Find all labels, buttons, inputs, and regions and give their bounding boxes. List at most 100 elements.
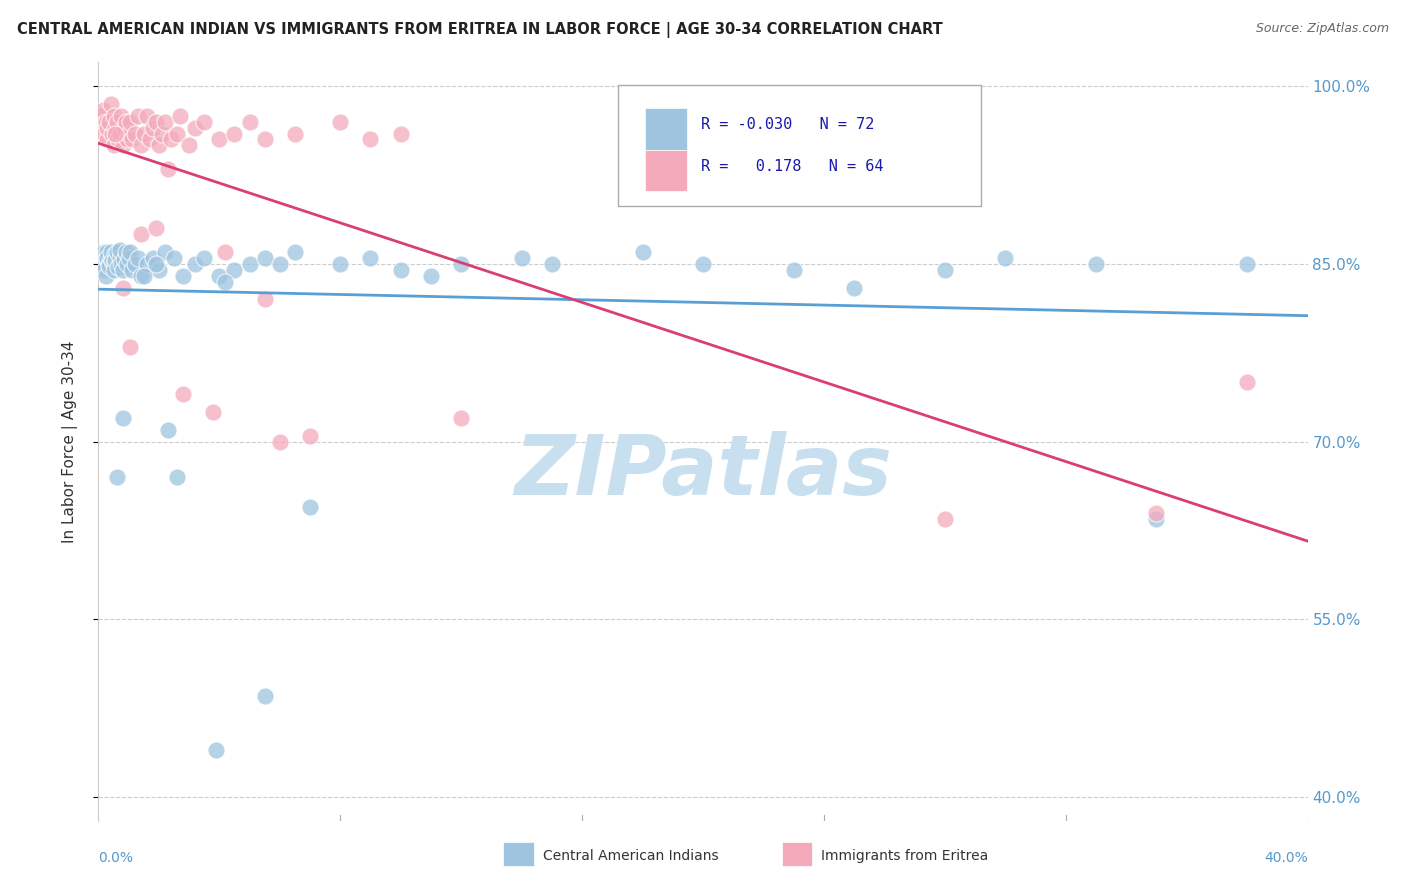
- Point: [103, 109, 125, 123]
- Point: [179, 138, 201, 153]
- Point: [148, 262, 170, 277]
- Point: [253, 132, 276, 146]
- Point: [105, 244, 128, 259]
- Point: [450, 410, 472, 425]
- Point: [103, 257, 125, 271]
- Point: [184, 257, 207, 271]
- Point: [114, 114, 136, 128]
- Text: Central American Indians: Central American Indians: [543, 849, 718, 863]
- Point: [120, 244, 142, 259]
- Point: [420, 268, 443, 283]
- Text: 40.0%: 40.0%: [1264, 851, 1308, 865]
- Point: [115, 257, 138, 271]
- Point: [129, 268, 152, 283]
- Point: [120, 340, 142, 354]
- Point: [253, 251, 276, 265]
- Point: [172, 387, 194, 401]
- Point: [105, 470, 128, 484]
- Point: [105, 114, 128, 128]
- Point: [93, 262, 115, 277]
- Point: [205, 742, 228, 756]
- Point: [120, 114, 142, 128]
- Point: [96, 132, 118, 146]
- Point: [1236, 376, 1258, 390]
- Point: [111, 262, 134, 277]
- Point: [129, 227, 152, 242]
- Point: [172, 268, 194, 283]
- Point: [104, 120, 127, 135]
- Point: [103, 262, 125, 277]
- Point: [389, 262, 412, 277]
- Point: [224, 262, 246, 277]
- Point: [132, 127, 155, 141]
- Point: [124, 257, 146, 271]
- Point: [108, 243, 131, 257]
- Point: [93, 127, 115, 141]
- Point: [844, 280, 866, 294]
- Point: [540, 257, 562, 271]
- Point: [104, 253, 127, 268]
- Point: [148, 138, 170, 153]
- Point: [110, 257, 132, 271]
- Point: [692, 257, 714, 271]
- Point: [91, 257, 114, 271]
- Point: [114, 244, 136, 259]
- Point: [253, 690, 276, 704]
- Point: [153, 114, 176, 128]
- Point: [224, 127, 246, 141]
- Point: [100, 251, 122, 265]
- Point: [284, 127, 307, 141]
- Point: [142, 120, 165, 135]
- Point: [107, 260, 129, 275]
- Point: [202, 405, 225, 419]
- Point: [1085, 257, 1108, 271]
- Point: [208, 132, 231, 146]
- Point: [166, 470, 188, 484]
- Point: [360, 251, 382, 265]
- Point: [124, 127, 146, 141]
- Point: [169, 109, 191, 123]
- Point: [107, 132, 129, 146]
- Point: [299, 500, 322, 514]
- Point: [132, 268, 155, 283]
- Point: [214, 275, 236, 289]
- Y-axis label: In Labor Force | Age 30-34: In Labor Force | Age 30-34: [62, 340, 77, 543]
- Point: [101, 127, 124, 141]
- Point: [783, 262, 806, 277]
- Point: [145, 221, 167, 235]
- Point: [269, 257, 291, 271]
- Point: [129, 138, 152, 153]
- Point: [145, 114, 167, 128]
- Point: [239, 114, 262, 128]
- Point: [111, 280, 134, 294]
- Point: [1236, 257, 1258, 271]
- Point: [631, 244, 654, 259]
- Point: [101, 254, 124, 268]
- Point: [100, 244, 122, 259]
- Point: [145, 257, 167, 271]
- Point: [127, 251, 149, 265]
- Point: [163, 251, 186, 265]
- Point: [208, 268, 231, 283]
- Point: [98, 114, 121, 128]
- Point: [214, 244, 236, 259]
- Point: [1146, 506, 1168, 520]
- Point: [127, 109, 149, 123]
- Point: [94, 251, 117, 265]
- Bar: [645, 108, 688, 150]
- Point: [139, 132, 162, 146]
- Point: [166, 127, 188, 141]
- Text: CENTRAL AMERICAN INDIAN VS IMMIGRANTS FROM ERITREA IN LABOR FORCE | AGE 30-34 CO: CENTRAL AMERICAN INDIAN VS IMMIGRANTS FR…: [17, 22, 942, 38]
- Point: [90, 109, 112, 123]
- Point: [110, 109, 132, 123]
- Point: [111, 410, 134, 425]
- Point: [156, 162, 179, 177]
- Bar: [645, 150, 688, 191]
- Point: [94, 114, 117, 128]
- Point: [91, 103, 114, 117]
- Point: [934, 511, 956, 525]
- Text: ZIPatlas: ZIPatlas: [515, 432, 891, 512]
- Point: [108, 251, 131, 265]
- Point: [121, 132, 143, 146]
- Point: [239, 257, 262, 271]
